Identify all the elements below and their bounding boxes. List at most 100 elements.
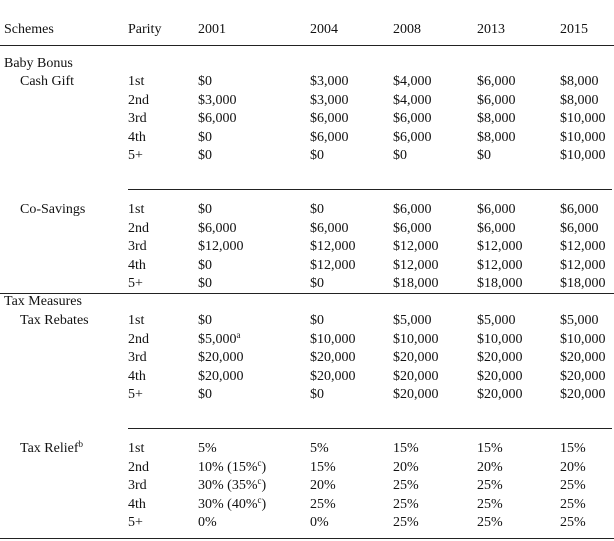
cell: $18,000 [560,276,606,291]
cell: $3,000 [198,92,237,108]
cell: 25% [477,515,503,530]
cell: $10,000 [310,331,356,347]
cell: $6,000 [477,92,516,108]
column-header: 2001 [198,22,226,37]
cell: $18,000 [477,276,523,291]
cell: $6,000 [393,111,432,126]
cell: $0 [310,148,324,163]
cell: $8,000 [477,129,516,145]
parity: 3rd [128,350,147,365]
cell: $6,000 [310,220,349,236]
footnote-mark: c [257,494,262,505]
cell: $10,000 [477,331,523,347]
cell: $6,000 [310,129,349,145]
cell: $0 [198,74,212,89]
cell: $0 [198,276,212,291]
cell: $12,000 [393,239,439,254]
cell: 5% [310,441,329,456]
cell: $12,000 [560,239,606,254]
text: Tax Relief [20,441,79,456]
text: 30% (35% [198,478,258,493]
cell: $0 [310,387,324,402]
footnote-mark: c [257,457,262,468]
text: ) [261,478,267,493]
parity: 2nd [128,459,149,475]
footnote-mark: b [78,439,84,449]
parity: 4th [128,129,146,145]
parity: 2nd [128,331,149,347]
text: ) [261,496,267,512]
cell: $5,000 [477,313,516,328]
rule [0,538,614,539]
parity: 2nd [128,92,149,108]
cell: 0% [198,515,217,530]
cell: $10,000 [560,148,606,163]
cell: 15% [310,459,336,475]
cell: $5,000 [560,313,599,328]
cell: $6,000 [198,220,237,236]
scheme-name: Co-Savings [20,202,86,217]
cell: 15% [477,441,503,456]
cell: $12,000 [198,239,244,254]
cell: $20,000 [198,368,244,384]
parity: 1st [128,441,145,456]
parity: 4th [128,257,146,273]
cell: $0 [310,202,324,217]
scheme-name: Tax Rebates [20,313,89,328]
rule [0,45,614,46]
column-header: Parity [128,22,162,37]
cell: 30% (40%c) [198,494,267,514]
parity: 5+ [128,276,143,291]
cell: 20% [393,459,419,475]
cell: 25% [393,496,419,512]
cell: $6,000 [560,220,599,236]
group-title: Baby Bonus [4,56,73,71]
cell: 15% [393,441,419,456]
cell: $10,000 [393,331,439,347]
text: 10% (15% [198,459,258,475]
cell: $6,000 [310,111,349,126]
text: 30% (40% [198,496,258,512]
parity: 5+ [128,148,143,163]
cell: 25% [477,496,503,512]
cell: $20,000 [560,368,606,384]
cell: $18,000 [393,276,439,291]
column-header: 2008 [393,22,421,37]
cell: $0 [310,276,324,291]
cell: $8,000 [477,111,516,126]
cell: $6,000 [393,202,432,217]
cell: 25% [560,515,586,530]
cell: $0 [198,313,212,328]
cell: $4,000 [393,74,432,89]
cell: 20% [310,478,336,493]
cell: $20,000 [560,387,606,402]
cell: $12,000 [477,239,523,254]
cell: $5,000a [198,329,241,349]
cell: $10,000 [560,111,606,126]
cell: 20% [560,459,586,475]
cell: $20,000 [477,350,523,365]
cell: $3,000 [310,74,349,89]
cell: $20,000 [310,368,356,384]
cell: 20% [477,459,503,475]
parity: 1st [128,202,145,217]
cell: $20,000 [393,350,439,365]
cell: 0% [310,515,329,530]
cell: $0 [198,257,212,273]
cell: 5% [198,441,217,456]
column-header: 2004 [310,22,338,37]
cell: 30% (35%c) [198,477,266,495]
parity: 1st [128,74,145,89]
cell: $5,000 [393,313,432,328]
cell: $8,000 [560,74,599,89]
footnote-mark: a [236,329,241,340]
cell: $0 [198,387,212,402]
group-title: Tax Measures [4,294,82,309]
parity: 3rd [128,239,147,254]
scheme-name: Tax Reliefb [20,440,83,458]
cell: $20,000 [477,368,523,384]
scheme-name: Cash Gift [20,74,75,89]
cell: $20,000 [198,350,244,365]
cell: $0 [198,129,212,145]
